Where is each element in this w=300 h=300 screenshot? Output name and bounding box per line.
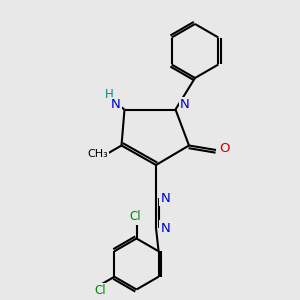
Text: Cl: Cl [129, 210, 141, 224]
Text: N: N [180, 98, 190, 112]
Text: N: N [161, 191, 170, 205]
Text: N: N [161, 221, 170, 235]
Text: O: O [219, 142, 230, 155]
Text: N: N [111, 98, 120, 112]
Text: Cl: Cl [94, 284, 106, 297]
Text: H: H [105, 88, 114, 101]
Text: CH₃: CH₃ [87, 149, 108, 160]
